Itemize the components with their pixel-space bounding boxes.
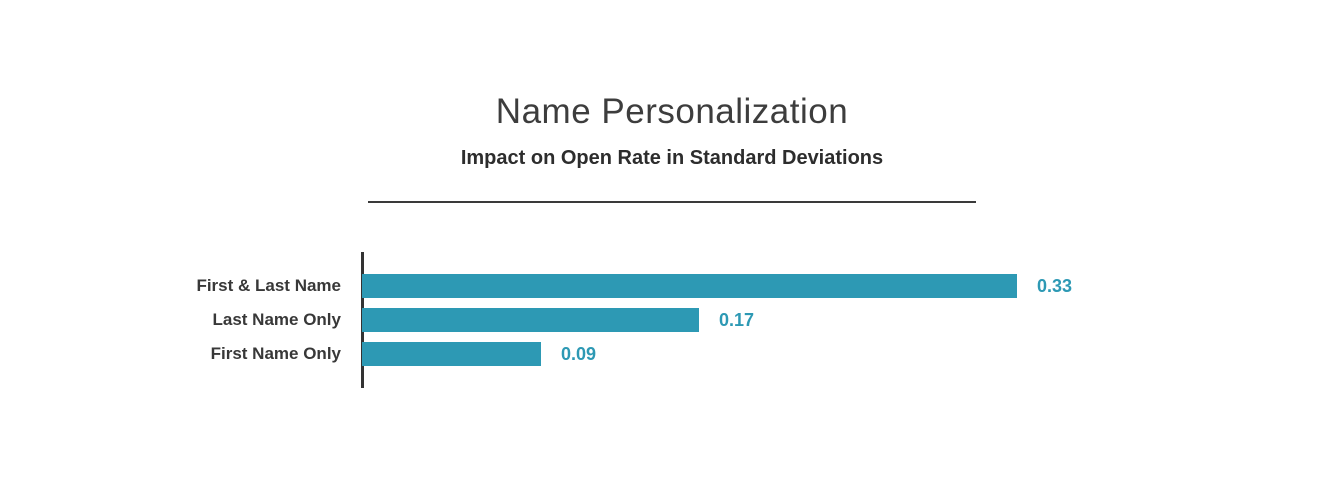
bar-row: Last Name Only 0.17: [0, 308, 1344, 332]
title-divider: [368, 201, 976, 203]
category-label: First Name Only: [210, 344, 341, 363]
bar-row: First & Last Name 0.33: [0, 274, 1344, 298]
category-label: Last Name Only: [212, 310, 342, 329]
value-label: 0.33: [1037, 275, 1073, 296]
chart-title: Name Personalization: [495, 92, 849, 131]
category-label: First & Last Name: [196, 276, 341, 295]
bar: [362, 342, 541, 366]
bar: [362, 308, 699, 332]
bar-row: First Name Only 0.09: [0, 342, 1344, 366]
bar-track: 0.33: [362, 274, 1072, 298]
value-label: 0.17: [719, 309, 755, 330]
value-label: 0.09: [561, 343, 597, 364]
bar-track: 0.17: [362, 308, 754, 332]
bar-plot: First & Last Name 0.33 Last Name Only 0.17 F…: [0, 274, 1344, 366]
chart-subtitle: Impact on Open Rate in Standard Deviatio…: [460, 147, 884, 169]
bar: [362, 274, 1017, 298]
bar-track: 0.09: [362, 342, 596, 366]
